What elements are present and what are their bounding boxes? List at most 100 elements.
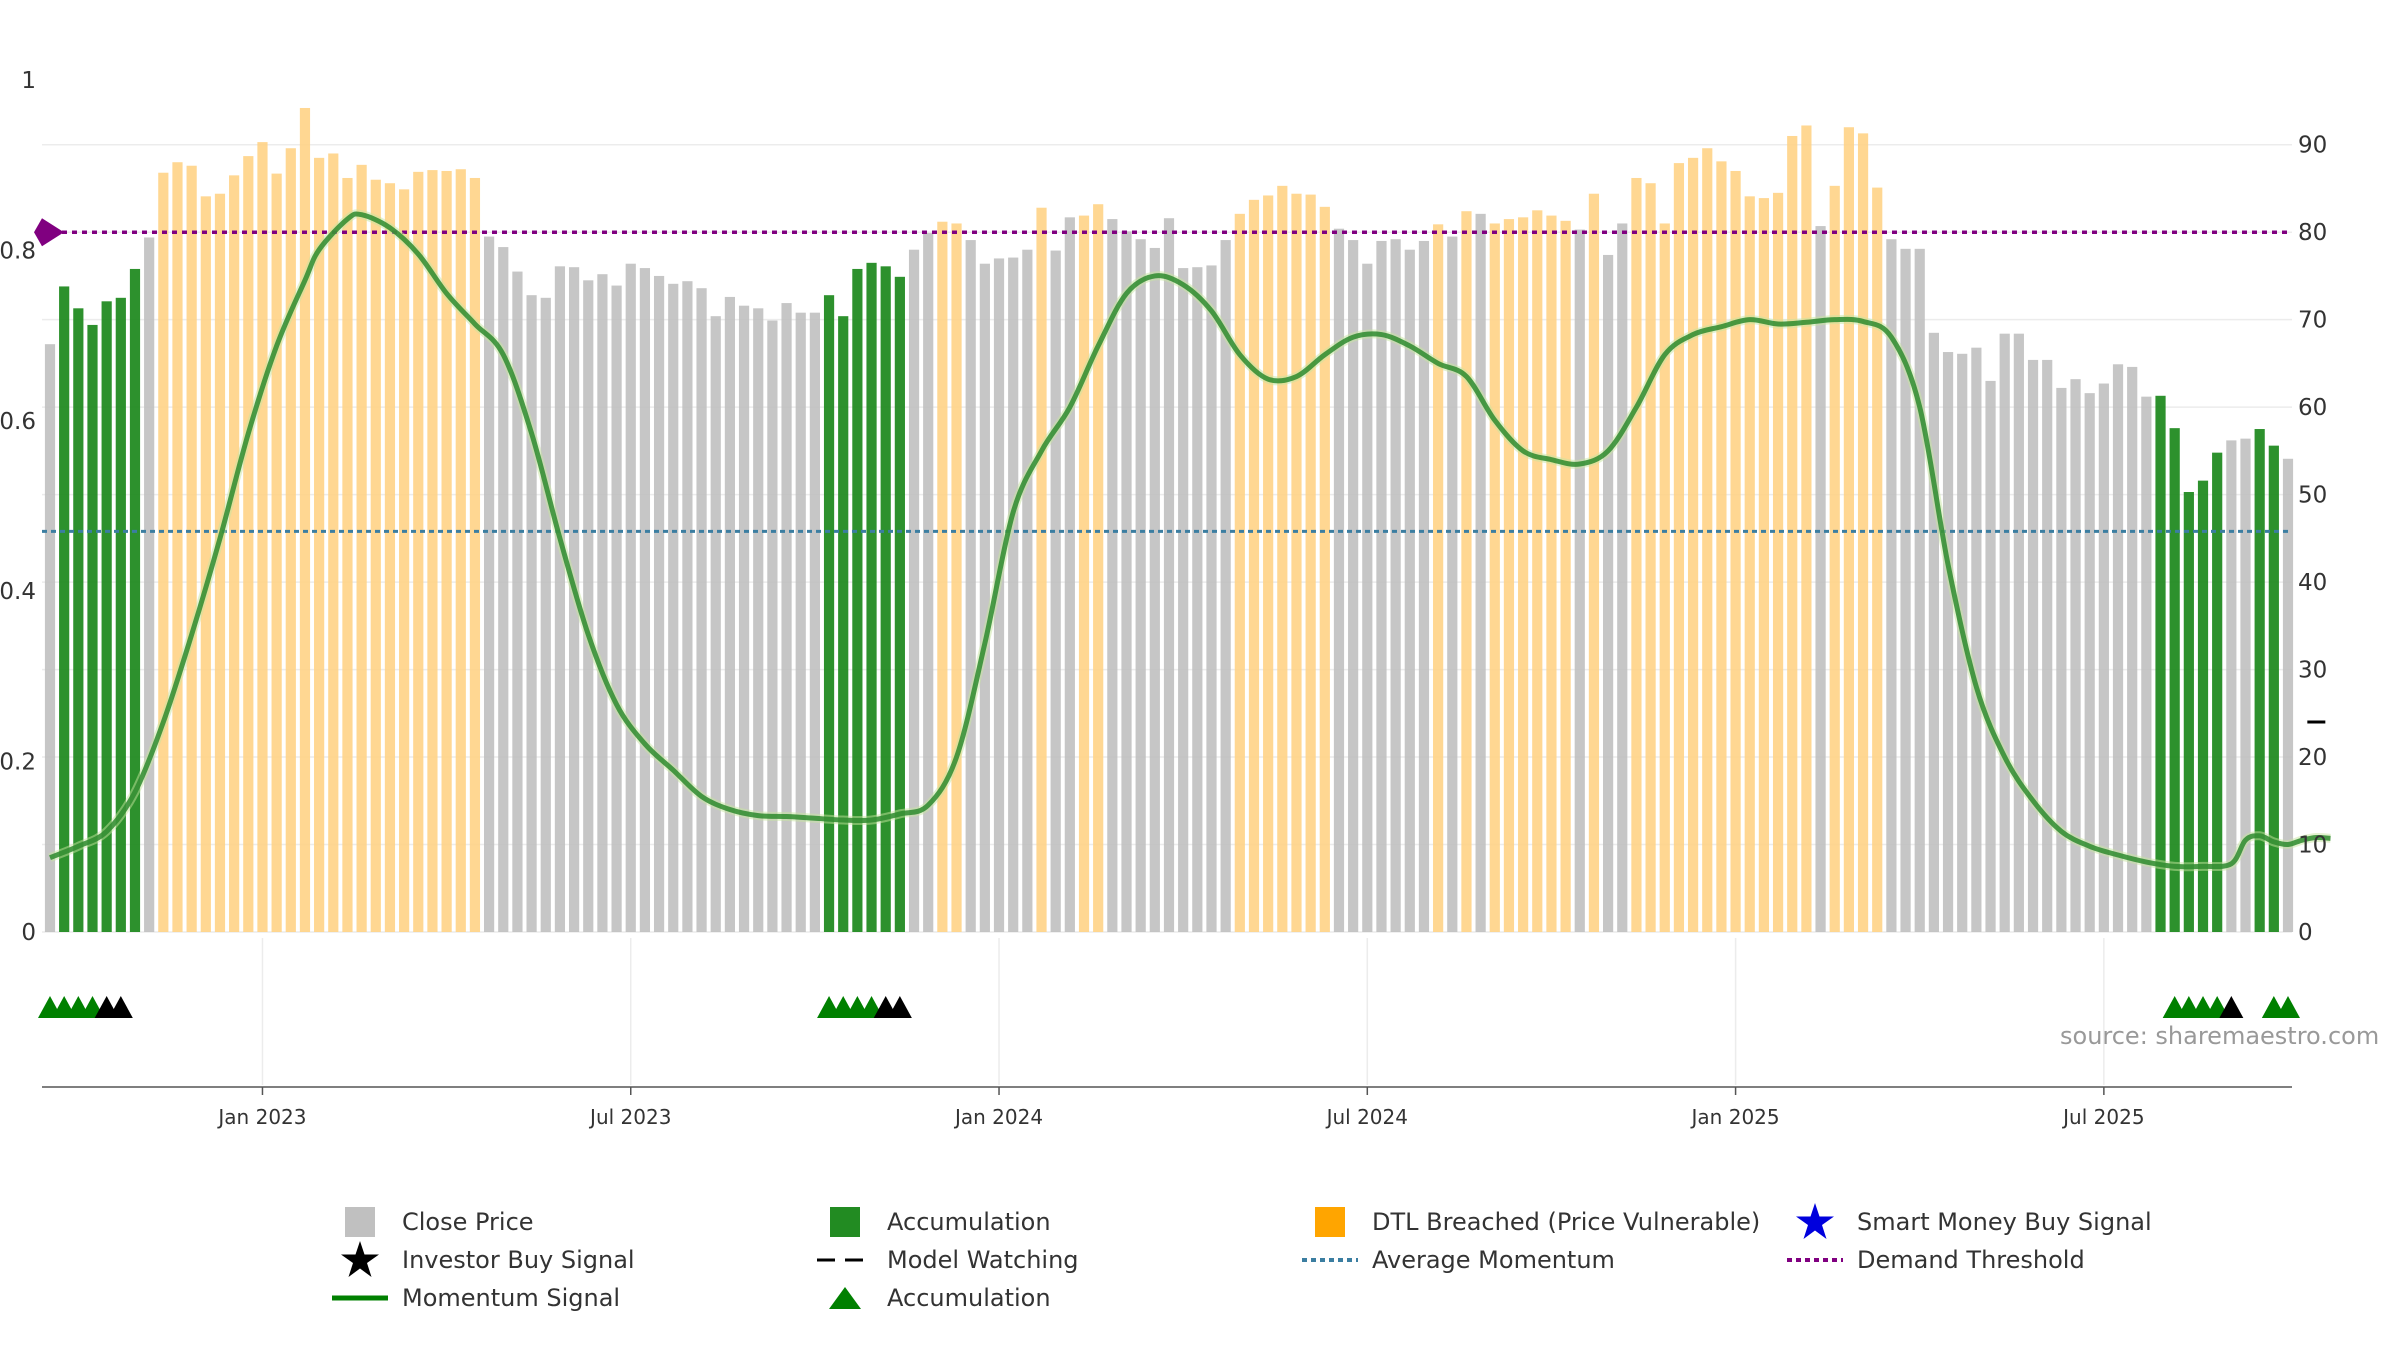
- bar: [767, 320, 778, 932]
- bar: [1631, 177, 1642, 932]
- bar: [1617, 223, 1628, 933]
- bar: [484, 236, 495, 933]
- bar: [115, 297, 126, 932]
- bar: [1022, 249, 1033, 933]
- bar: [1163, 218, 1175, 932]
- source-label: source: sharemaestro.com: [2060, 1022, 2380, 1050]
- bar: [144, 237, 155, 932]
- bar: [2212, 452, 2223, 932]
- bar: [1093, 204, 1104, 932]
- momentum-chart: Jan 2023 Jul 2023 Jan 2024 Jul 2024 Jan 2025…: [0, 68, 2331, 1129]
- bar: [2084, 393, 2095, 933]
- bar: [554, 266, 566, 933]
- bar: [1107, 219, 1118, 933]
- right-tick-label: 10: [2298, 833, 2327, 859]
- right-tick-label: 90: [2298, 133, 2327, 159]
- bar: [866, 262, 877, 932]
- bar: [809, 312, 820, 932]
- bar: [639, 268, 651, 932]
- bar: [1843, 127, 1854, 932]
- bar: [1475, 213, 1486, 933]
- bar: [1206, 265, 1217, 933]
- bar: [838, 316, 849, 933]
- bar: [271, 173, 282, 932]
- black-dash-icon: [815, 1243, 875, 1277]
- bar: [1418, 240, 1430, 933]
- bar: [1659, 223, 1670, 933]
- bar: [2240, 438, 2251, 932]
- bar: [1489, 223, 1500, 933]
- bar: [1999, 333, 2010, 933]
- bar: [370, 179, 381, 933]
- bar: [1333, 228, 1345, 932]
- bar: [2197, 480, 2209, 932]
- x-tick-label: Jul 2024: [1325, 1105, 1408, 1129]
- bar: [399, 189, 410, 933]
- bar: [455, 169, 466, 932]
- momentum-signal-line: [49, 211, 2331, 870]
- bar: [342, 177, 353, 932]
- investor-buy-triangle: [2219, 996, 2244, 1018]
- axes: Jan 2023 Jul 2023 Jan 2024 Jul 2024 Jan 2025…: [0, 68, 2327, 1129]
- right-tick-label: 20: [2298, 745, 2327, 771]
- bar: [328, 153, 339, 932]
- bar: [1801, 125, 1812, 933]
- bar: [498, 247, 509, 932]
- black-star-icon: [330, 1241, 390, 1277]
- legend-label: Accumulation: [887, 1208, 1051, 1236]
- bar: [1121, 231, 1132, 933]
- bar: [1518, 217, 1529, 932]
- bar: [2042, 359, 2053, 933]
- bar: [1319, 206, 1330, 933]
- bar: [1942, 352, 1954, 932]
- bar: [2268, 445, 2279, 932]
- bar: [1135, 239, 1146, 932]
- bar: [2141, 396, 2152, 932]
- legend-item-demand-threshold: Demand Threshold: [1785, 1243, 2085, 1277]
- legend-label: Smart Money Buy Signal: [1857, 1208, 2152, 1236]
- x-tick-label: Jan 2024: [953, 1105, 1043, 1129]
- right-tick-label: 70: [2298, 308, 2327, 334]
- bar: [413, 171, 424, 933]
- bar: [1078, 215, 1090, 933]
- bar: [1744, 196, 1755, 932]
- bar: [1291, 193, 1302, 933]
- legend-item-model-watching: Model Watching: [815, 1243, 1079, 1277]
- purple-dotted-line-icon: [1785, 1243, 1845, 1277]
- bar: [2254, 429, 2265, 932]
- bar: [243, 156, 254, 933]
- right-tick-label: 40: [2298, 570, 2327, 596]
- right-tick-label: 0: [2298, 920, 2313, 946]
- bar: [1404, 249, 1415, 933]
- bar: [880, 266, 891, 933]
- bar: [314, 157, 325, 932]
- bar: [512, 271, 523, 932]
- bar: [1758, 198, 1770, 933]
- bar: [2155, 395, 2166, 932]
- bar: [1277, 185, 1288, 933]
- bar: [696, 288, 707, 932]
- gray-square-icon: [330, 1205, 390, 1239]
- bar: [1178, 268, 1189, 932]
- bar: [1220, 240, 1231, 933]
- green-line-icon: [330, 1281, 390, 1315]
- bar: [1829, 185, 1840, 933]
- bar: [356, 164, 367, 932]
- bar: [668, 283, 679, 932]
- bar: [1036, 207, 1047, 932]
- legend-label: Accumulation: [887, 1284, 1051, 1312]
- bar: [682, 281, 693, 932]
- bar: [1603, 254, 1614, 932]
- bar: [2183, 492, 2194, 932]
- right-tick-label: 60: [2298, 395, 2327, 421]
- bar: [1362, 263, 1373, 932]
- bar: [101, 301, 112, 932]
- bar: [1248, 199, 1260, 932]
- left-tick-label: 0.4: [0, 579, 36, 605]
- x-tick-label: Jan 2023: [216, 1105, 306, 1129]
- bar: [908, 249, 920, 933]
- legend-item-accumulation: Accumulation: [815, 1205, 1051, 1239]
- bar: [1971, 347, 1982, 932]
- legend-label: Average Momentum: [1372, 1246, 1615, 1274]
- bar: [1900, 248, 1911, 933]
